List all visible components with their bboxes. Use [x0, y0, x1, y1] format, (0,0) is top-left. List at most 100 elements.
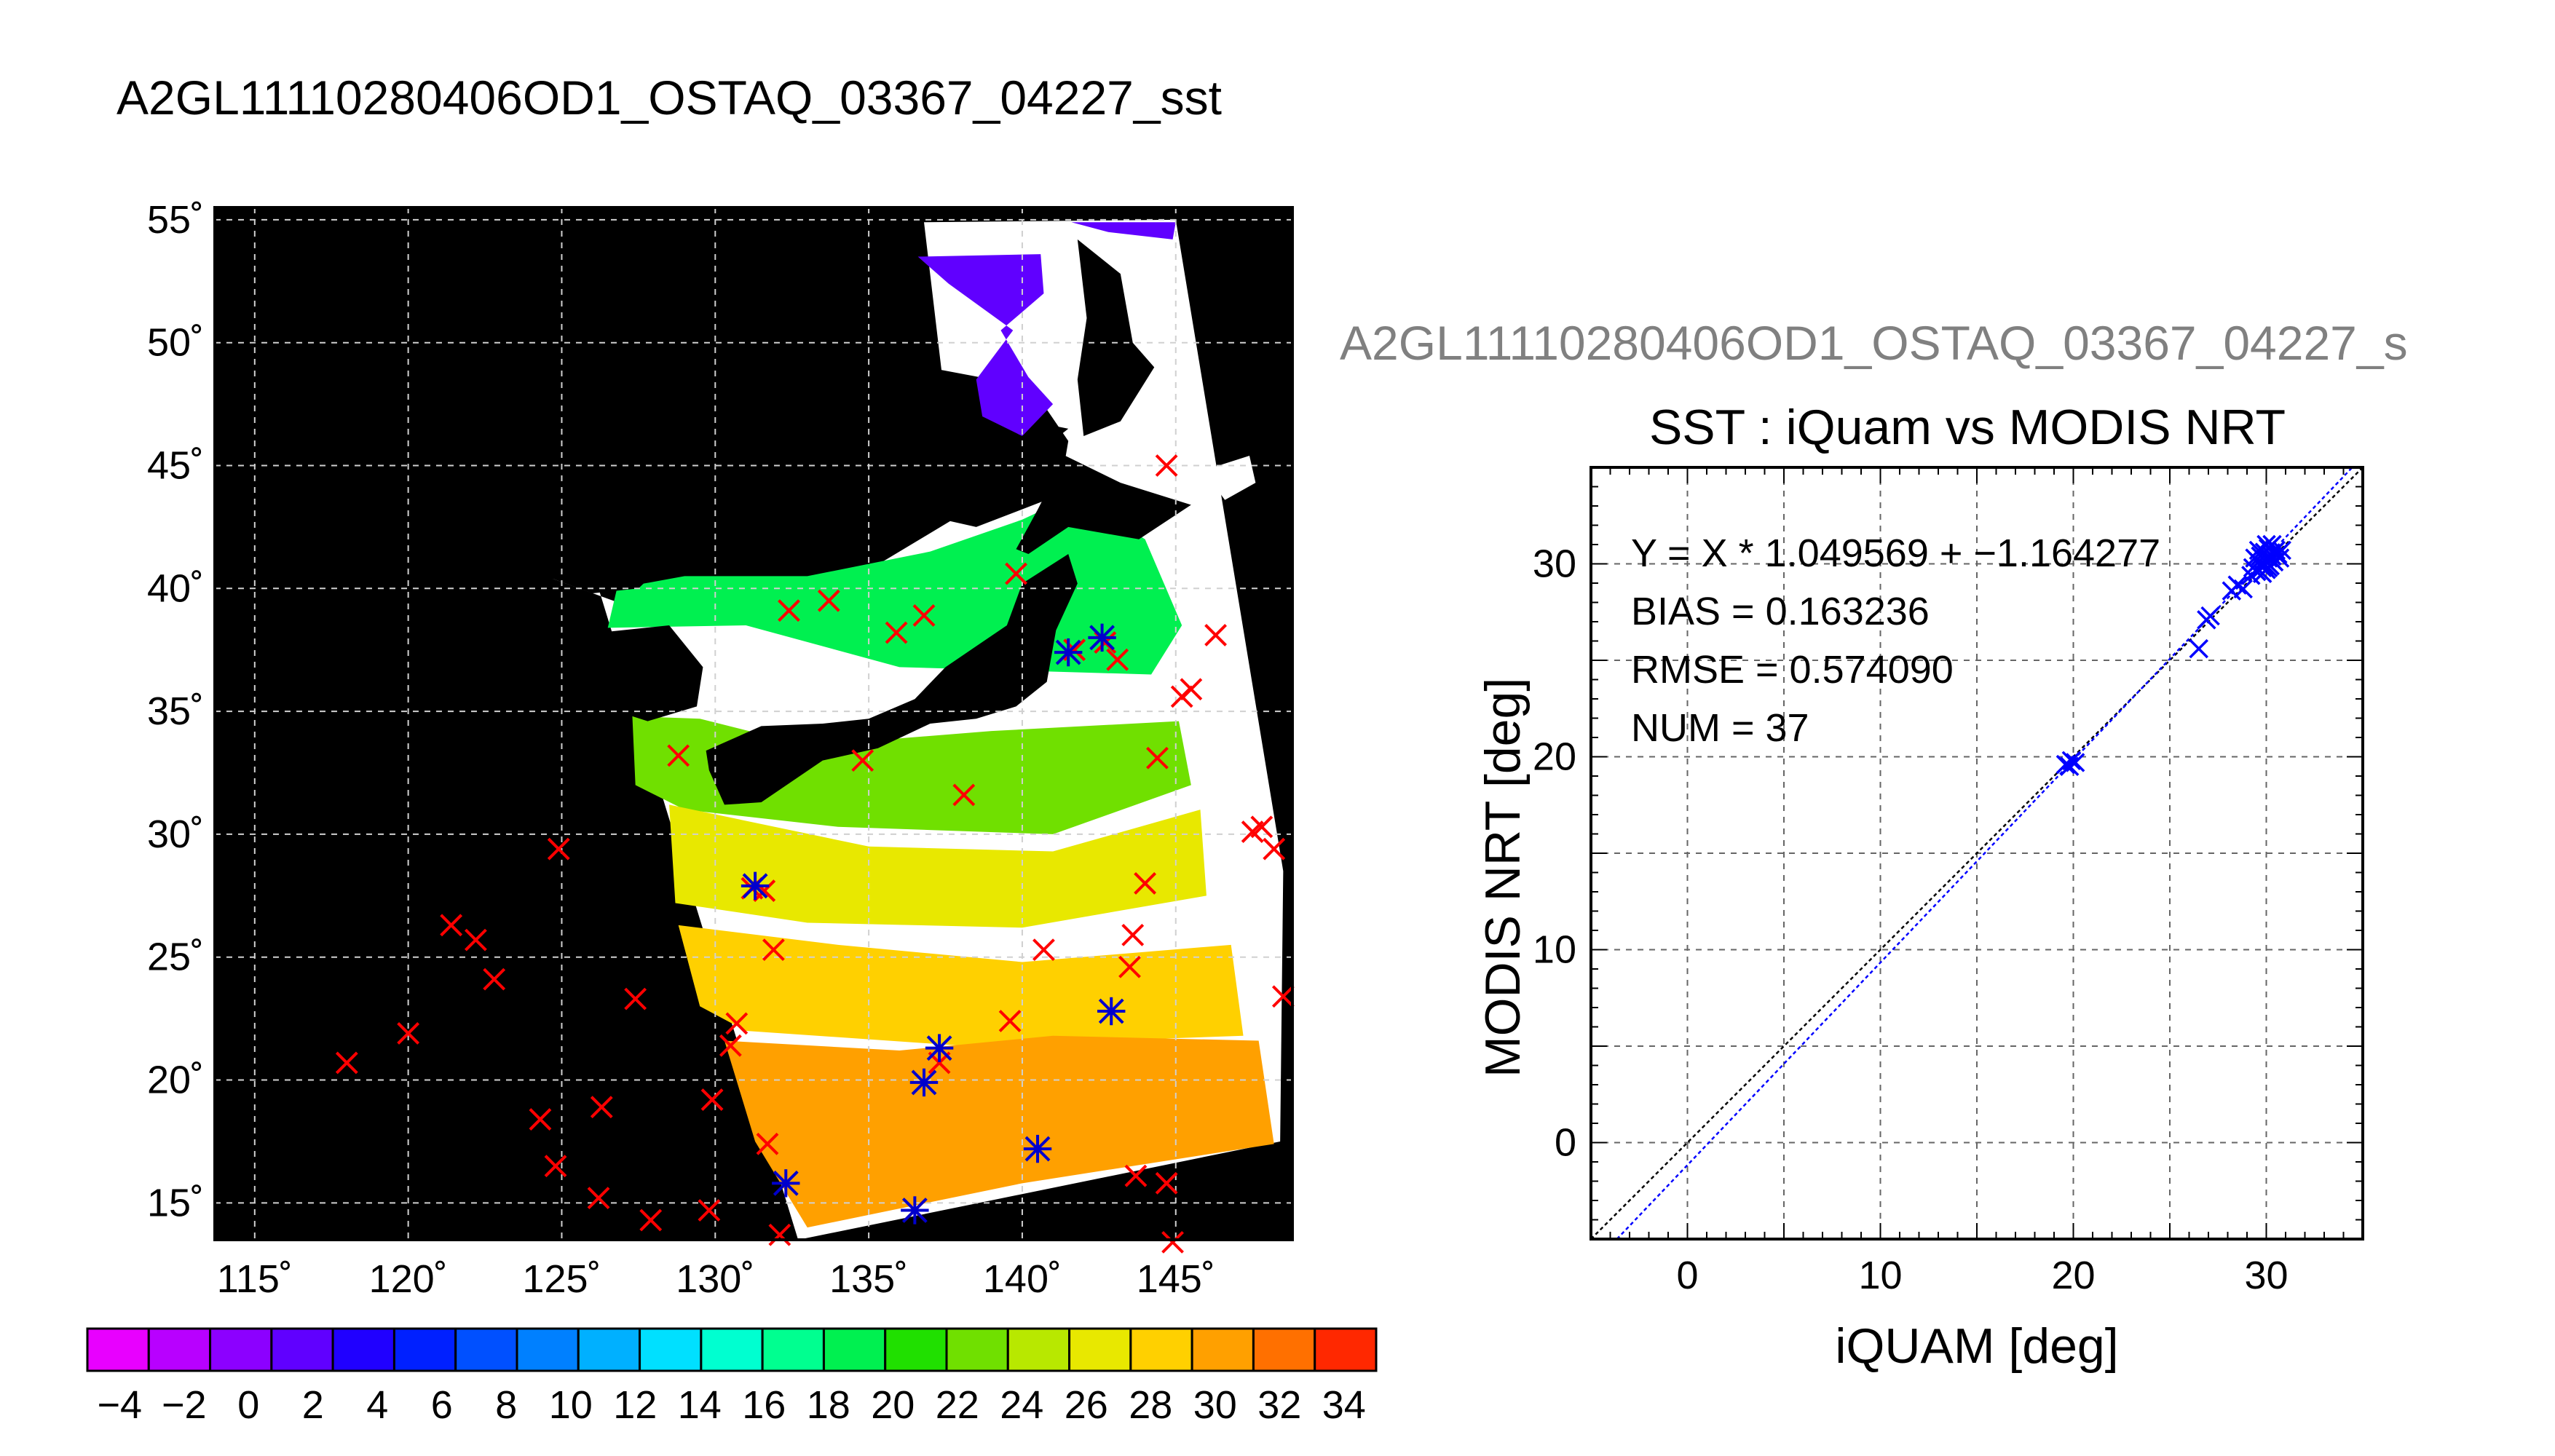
scatter-y-tick-label: 20	[1533, 735, 1576, 779]
scatter-point	[2270, 548, 2290, 568]
colorbar-tick-label: 6	[431, 1383, 453, 1427]
colorbar-tick-label: 16	[742, 1383, 786, 1427]
scatter-x-tick-label: 0	[1676, 1254, 1698, 1297]
iquam-point	[529, 1108, 552, 1131]
map-y-ticks: 55˚ 50˚ 45˚ 40˚ 35˚ 30˚ 25˚ 20˚ 15˚	[147, 198, 204, 1224]
scatter-point	[2227, 575, 2247, 595]
map-x-tick-label: 140˚	[983, 1257, 1062, 1301]
sst-okhotsk-north	[1071, 222, 1176, 240]
map-gridlines	[215, 207, 1292, 1240]
colorbar-cell	[392, 1327, 457, 1372]
map-x-tick-label: 130˚	[676, 1257, 754, 1301]
scatter-ticks: 0 10 20 30 0 10 20 30	[1533, 542, 2289, 1298]
colorbar-cell	[516, 1327, 580, 1372]
sakhalin-land	[1077, 239, 1155, 436]
colorbar-tick-label: 18	[807, 1383, 850, 1427]
matchup-point	[741, 871, 770, 901]
scatter-x-tick-label: 10	[1858, 1254, 1902, 1297]
map-y-tick-label: 15˚	[147, 1181, 204, 1224]
identity-line	[1590, 467, 2364, 1240]
colorbar-cell	[331, 1327, 395, 1372]
colorbar-tick-label: 4	[366, 1383, 388, 1427]
iquam-point	[1155, 454, 1178, 477]
iquam-point	[725, 1012, 749, 1035]
colorbar-tick-label: 32	[1257, 1383, 1301, 1427]
scatter-y-tick-label: 0	[1555, 1121, 1576, 1165]
colorbar-tick-label: 14	[678, 1383, 722, 1427]
iquam-point	[762, 938, 785, 962]
colorbar-tick-label: 34	[1322, 1383, 1366, 1427]
japan-land	[706, 554, 1078, 805]
asia-land	[438, 219, 1069, 594]
colorbar-tick-label: 24	[1000, 1383, 1043, 1427]
scatter-point	[2200, 606, 2220, 626]
colorbar-cell	[1129, 1327, 1193, 1372]
scatter-plot: 0 10 20 30 0 10 20 30	[1533, 466, 2364, 1298]
colorbar-cells	[86, 1327, 1378, 1372]
scatter-point	[2233, 579, 2253, 599]
map-y-tick-label: 55˚	[147, 198, 204, 242]
scatter-point	[2061, 751, 2082, 771]
iquam-point	[1271, 985, 1295, 1008]
iquam-point	[1204, 624, 1228, 646]
colorbar-cell	[884, 1327, 948, 1372]
sst-band-tropic	[678, 925, 1244, 1046]
scatter-point	[2189, 638, 2208, 659]
colorbar-tick-label: −4	[97, 1383, 142, 1427]
iquam-point	[756, 1132, 779, 1155]
scatter-y-tick-label: 10	[1533, 928, 1576, 972]
iquam-point	[998, 1010, 1022, 1032]
iquam-point	[624, 987, 647, 1010]
scatter-point	[2065, 753, 2085, 772]
iquam-point	[1121, 923, 1145, 946]
colorbar-tick-label: 12	[613, 1383, 657, 1427]
iquam-point	[1180, 678, 1203, 701]
colorbar-tick-label: 20	[871, 1383, 915, 1427]
scatter-points	[2056, 534, 2291, 776]
iquam-point	[547, 837, 570, 860]
iquam-point	[1263, 837, 1286, 860]
colorbar-ticks: −4 −2 0 2 4 6 8 10 12 14 16 18 20 22 24 26 28 30 32 34	[97, 1383, 1365, 1427]
colorbar-cell	[700, 1327, 764, 1372]
matchup-point	[901, 1196, 929, 1224]
map-y-tick-label: 30˚	[147, 812, 204, 856]
map-y-tick-label: 50˚	[147, 321, 204, 365]
map-x-tick-label: 145˚	[1137, 1257, 1215, 1301]
scatter-x-tick-label: 20	[2051, 1254, 2095, 1297]
map-y-tick-label: 40˚	[147, 566, 204, 610]
colorbar-cell	[86, 1327, 150, 1372]
colorbar-cell	[1314, 1327, 1378, 1372]
scatter-frame	[1590, 466, 2364, 1241]
iquam-point	[1005, 562, 1027, 585]
scatter-x-tick-label: 30	[2244, 1254, 2288, 1297]
iquam-point	[639, 1208, 663, 1232]
korea-land	[599, 625, 703, 721]
scatter-point	[2258, 558, 2278, 578]
colorbar-cell	[761, 1327, 825, 1372]
iquam-point	[1124, 1164, 1148, 1187]
kuril-cloud	[1203, 455, 1256, 500]
iquam-point	[817, 589, 840, 612]
iquam-point	[1032, 938, 1055, 962]
scatter-title: SST : iQuam vs MODIS NRT	[1648, 400, 2286, 455]
map-x-tick-label: 135˚	[829, 1257, 908, 1301]
colorbar-tick-label: 10	[549, 1383, 593, 1427]
colorbar-cell	[270, 1327, 334, 1372]
scatter-x-label: iQUAM [deg]	[1835, 1318, 2119, 1374]
iquam-point	[1250, 815, 1273, 839]
iquam-point	[1155, 1171, 1178, 1195]
scatter-point	[2272, 540, 2291, 561]
colorbar-cell	[577, 1327, 641, 1372]
matchup-point	[1023, 1134, 1052, 1163]
colorbar-cell	[147, 1327, 212, 1372]
sst-okhotsk-cold	[917, 254, 1054, 436]
colorbar-cell	[1190, 1327, 1255, 1372]
iquam-point	[912, 604, 936, 627]
iquam-points	[335, 454, 1295, 1254]
colorbar-cell	[822, 1327, 887, 1372]
scatter-point	[2262, 534, 2282, 555]
fit-line	[1616, 467, 2353, 1240]
matchup-point	[925, 1034, 954, 1062]
iquam-point	[587, 1187, 610, 1210]
colorbar-cell	[1068, 1327, 1132, 1372]
